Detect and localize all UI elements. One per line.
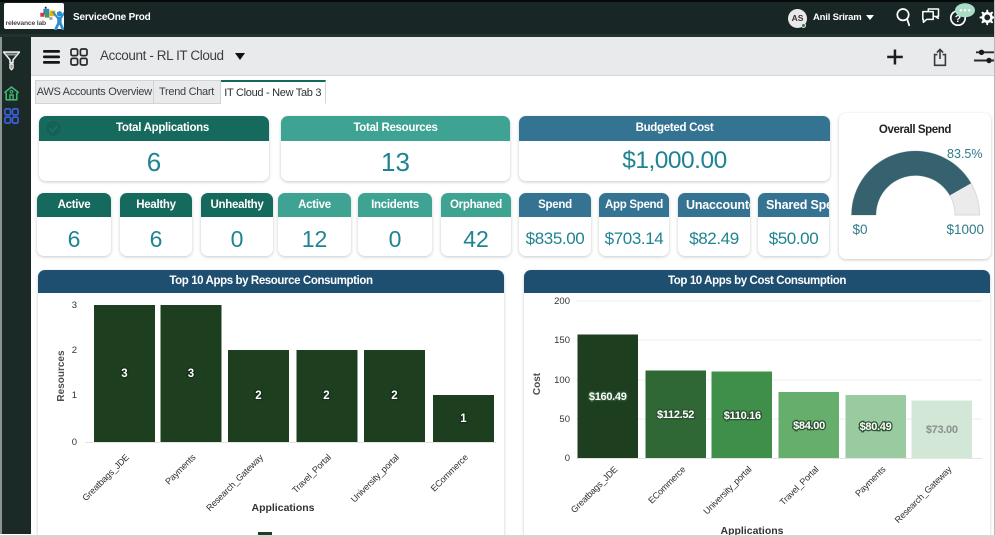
svg-text:50: 50 xyxy=(559,414,570,425)
svg-text:Greatbags_JDE: Greatbags_JDE xyxy=(569,464,620,515)
svg-text:Payments: Payments xyxy=(163,452,198,487)
svg-text:3: 3 xyxy=(121,368,127,380)
svg-text:?: ? xyxy=(955,13,961,25)
svg-text:$73.00: $73.00 xyxy=(926,424,958,436)
svg-text:150: 150 xyxy=(554,335,570,346)
svg-text:200: 200 xyxy=(554,296,570,307)
svg-text:$160.49: $160.49 xyxy=(589,391,627,403)
svg-text:100: 100 xyxy=(554,375,570,386)
svg-text:Resources: Resources xyxy=(56,350,67,402)
svg-text:Research_Gateway: Research_Gateway xyxy=(893,464,954,525)
svg-text:0: 0 xyxy=(72,437,77,448)
svg-text:2: 2 xyxy=(323,390,329,402)
svg-text:University_portal: University_portal xyxy=(701,464,753,516)
svg-text:1: 1 xyxy=(460,413,467,425)
svg-text:Applications: Applications xyxy=(720,525,783,537)
svg-text:1: 1 xyxy=(72,390,77,401)
svg-text:ECommerce: ECommerce xyxy=(646,464,687,505)
svg-text:$1000: $1000 xyxy=(946,222,984,237)
svg-text:Travel_Portal: Travel_Portal xyxy=(290,452,333,495)
svg-text:University_portal: University_portal xyxy=(349,452,401,504)
svg-text:3: 3 xyxy=(188,368,194,380)
svg-text:83.5%: 83.5% xyxy=(947,147,982,161)
svg-text:2: 2 xyxy=(72,345,77,356)
svg-text:2: 2 xyxy=(255,390,261,402)
svg-text:Greatbags_JDE: Greatbags_JDE xyxy=(80,452,131,503)
svg-text:2: 2 xyxy=(391,390,397,402)
svg-text:Cost: Cost xyxy=(532,372,543,395)
svg-text:Travel_Portal: Travel_Portal xyxy=(778,464,821,507)
svg-text:ECommerce: ECommerce xyxy=(429,452,470,493)
svg-text:$0: $0 xyxy=(853,222,868,237)
svg-text:Applications: Applications xyxy=(251,502,314,514)
svg-text:$110.16: $110.16 xyxy=(724,410,761,422)
svg-text:$112.52: $112.52 xyxy=(657,409,694,421)
svg-text:relevance lab: relevance lab xyxy=(6,20,47,27)
svg-text:Payments: Payments xyxy=(853,464,888,499)
svg-text:3: 3 xyxy=(72,300,77,311)
svg-text:$84.00: $84.00 xyxy=(793,420,825,432)
svg-text:$80.49: $80.49 xyxy=(860,421,892,433)
svg-text:0: 0 xyxy=(565,453,570,464)
